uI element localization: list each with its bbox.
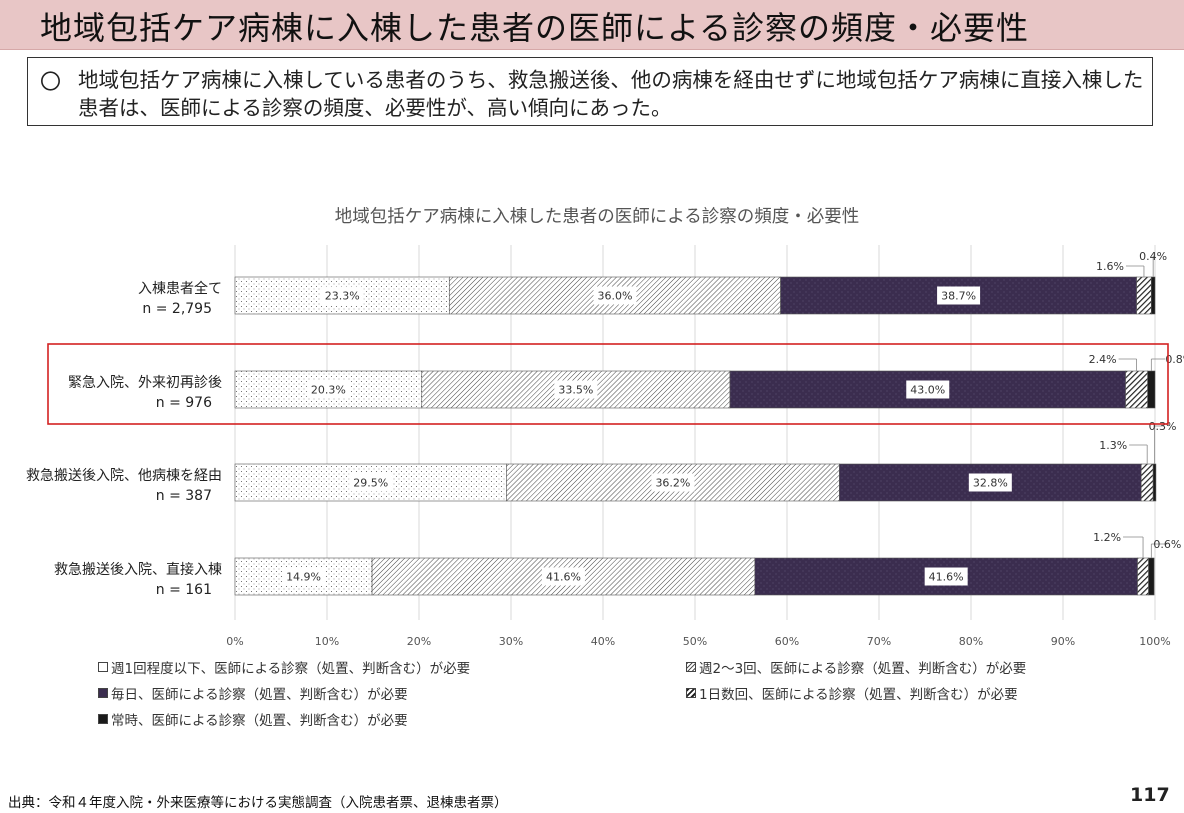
x-tick-label: 60% bbox=[775, 635, 799, 648]
circle-bullet: 〇 bbox=[40, 70, 61, 94]
bar-segment bbox=[1136, 276, 1152, 315]
bar-segment bbox=[1151, 276, 1156, 315]
title-bar: 地域包括ケア病棟に入棟した患者の医師による診察の頻度・必要性 bbox=[0, 0, 1184, 50]
page-title: 地域包括ケア病棟に入棟した患者の医師による診察の頻度・必要性 bbox=[40, 9, 1030, 47]
legend-item-several-daily: 1日数回、医師による診察（処置、判断含む）が必要 bbox=[686, 683, 1018, 703]
data-label-bg bbox=[349, 473, 393, 492]
data-label: 36.2% bbox=[655, 477, 690, 490]
category-n-label: n = 2,795 bbox=[142, 301, 212, 317]
bar-segment bbox=[1125, 370, 1148, 409]
data-label-bg bbox=[651, 473, 695, 492]
category-n-label: n = 976 bbox=[156, 395, 212, 411]
bar-segment bbox=[1148, 557, 1155, 596]
legend-label: 週1回程度以下、医師による診察（処置、判断含む）が必要 bbox=[111, 661, 471, 677]
data-label-bg bbox=[968, 473, 1012, 492]
bar-segment bbox=[1147, 370, 1156, 409]
legend-label: 常時、医師による診察（処置、判断含む）が必要 bbox=[111, 713, 408, 729]
x-tick-label: 20% bbox=[407, 635, 431, 648]
category-label: 入棟患者全て bbox=[138, 280, 222, 297]
bar-segment bbox=[1140, 463, 1154, 502]
bars-layer: 23.3% 36.0% 38.7% 1.6% 0.4% 20.3% 33.5% 43.0% 2.… bbox=[47, 250, 1184, 596]
data-label: 0.8% bbox=[1165, 353, 1184, 366]
data-label: 14.9% bbox=[286, 571, 321, 584]
data-label: 1.6% bbox=[1096, 260, 1124, 273]
daily-swatch-icon bbox=[98, 688, 108, 698]
summary-text: 地域包括ケア病棟に入棟している患者のうち、救急搬送後、他の病棟を経由せずに地域包… bbox=[78, 68, 1144, 120]
legend-item-weekly-once: 週1回程度以下、医師による診察（処置、判断含む）が必要 bbox=[98, 657, 470, 677]
category-label: 救急搬送後入院、他病棟を経由 bbox=[26, 468, 222, 484]
category-n-label: n = 387 bbox=[156, 488, 212, 504]
page-number: 117 bbox=[1130, 784, 1170, 806]
x-tick-label: 10% bbox=[315, 635, 339, 648]
data-label: 23.3% bbox=[325, 290, 360, 303]
data-label-bg bbox=[541, 567, 585, 586]
data-label: 0.4% bbox=[1139, 250, 1167, 263]
data-label: 20.3% bbox=[311, 384, 346, 397]
summary-box: 〇 地域包括ケア病棟に入棟している患者のうち、救急搬送後、他の病棟を経由せずに地… bbox=[27, 57, 1153, 126]
category-label: 救急搬送後入院、直接入棟 bbox=[54, 561, 222, 578]
source-note: 出典：令和４年度入院・外来医療等における実態調査（入院患者票、退棟患者票） bbox=[8, 795, 508, 811]
data-label: 38.7% bbox=[941, 290, 976, 303]
data-label: 0.6% bbox=[1153, 538, 1181, 551]
dots-swatch-icon bbox=[98, 662, 108, 672]
data-label: 2.4% bbox=[1089, 353, 1117, 366]
bar-segment bbox=[1137, 557, 1149, 596]
chart-title: 地域包括ケア病棟に入棟した患者の医師による診察の頻度・必要性 bbox=[334, 207, 860, 227]
category-n-label: n = 161 bbox=[156, 582, 212, 598]
stacked-bar-chart: 23.3% 36.0% 38.7% 1.6% 0.4% 20.3% 33.5% 43.0% 2.… bbox=[26, 245, 1184, 648]
data-label: 33.5% bbox=[558, 384, 593, 397]
x-tick-label: 80% bbox=[959, 635, 983, 648]
data-label: 41.6% bbox=[546, 571, 581, 584]
data-label: 36.0% bbox=[597, 290, 632, 303]
bar-segment bbox=[1152, 463, 1157, 502]
legend-label: 毎日、医師による診察（処置、判断含む）が必要 bbox=[111, 687, 408, 703]
data-label-bg bbox=[554, 380, 598, 399]
data-label: 32.8% bbox=[973, 477, 1008, 490]
highlight-box bbox=[47, 343, 1169, 425]
x-axis-ticks: 0% 10% 20% 30% 40% 50% 60% 70% 80% 90% 100% bbox=[226, 635, 1170, 648]
legend-item-weekly-2-3: 週2～3回、医師による診察（処置、判断含む）が必要 bbox=[686, 657, 1026, 677]
legend-label: 1日数回、医師による診察（処置、判断含む）が必要 bbox=[699, 687, 1018, 703]
solid-swatch-icon bbox=[98, 714, 108, 724]
data-label: 1.2% bbox=[1093, 531, 1121, 544]
legend-item-daily: 毎日、医師による診察（処置、判断含む）が必要 bbox=[98, 683, 408, 703]
data-label-bg bbox=[937, 286, 981, 305]
legend-label: 週2～3回、医師による診察（処置、判断含む）が必要 bbox=[699, 661, 1027, 677]
data-label: 29.5% bbox=[353, 477, 388, 490]
data-label-bg bbox=[282, 567, 326, 586]
data-label: 43.0% bbox=[910, 384, 945, 397]
data-label-bg bbox=[906, 380, 950, 399]
x-tick-label: 70% bbox=[867, 635, 891, 648]
x-tick-label: 50% bbox=[683, 635, 707, 648]
data-label: 1.3% bbox=[1099, 439, 1127, 452]
x-tick-label: 30% bbox=[499, 635, 523, 648]
hatch-swatch-icon bbox=[686, 662, 696, 672]
category-label: 緊急入院、外来初再診後 bbox=[68, 374, 222, 391]
data-label-bg bbox=[593, 286, 637, 305]
x-tick-label: 0% bbox=[226, 635, 243, 648]
legend-item-always: 常時、医師による診察（処置、判断含む）が必要 bbox=[98, 709, 408, 729]
x-tick-label: 100% bbox=[1139, 635, 1170, 648]
data-label: 41.6% bbox=[929, 571, 964, 584]
category-labels: 入棟患者全て n = 2,795 緊急入院、外来初再診後 n = 976 救急搬送後入院… bbox=[26, 280, 222, 598]
data-label-bg bbox=[306, 380, 350, 399]
data-label-bg bbox=[320, 286, 364, 305]
data-label: 0.3% bbox=[1149, 420, 1177, 433]
x-tick-label: 40% bbox=[591, 635, 615, 648]
data-label-bg bbox=[924, 567, 968, 586]
x-tick-label: 90% bbox=[1051, 635, 1075, 648]
wide-hatch-swatch-icon bbox=[686, 688, 696, 698]
